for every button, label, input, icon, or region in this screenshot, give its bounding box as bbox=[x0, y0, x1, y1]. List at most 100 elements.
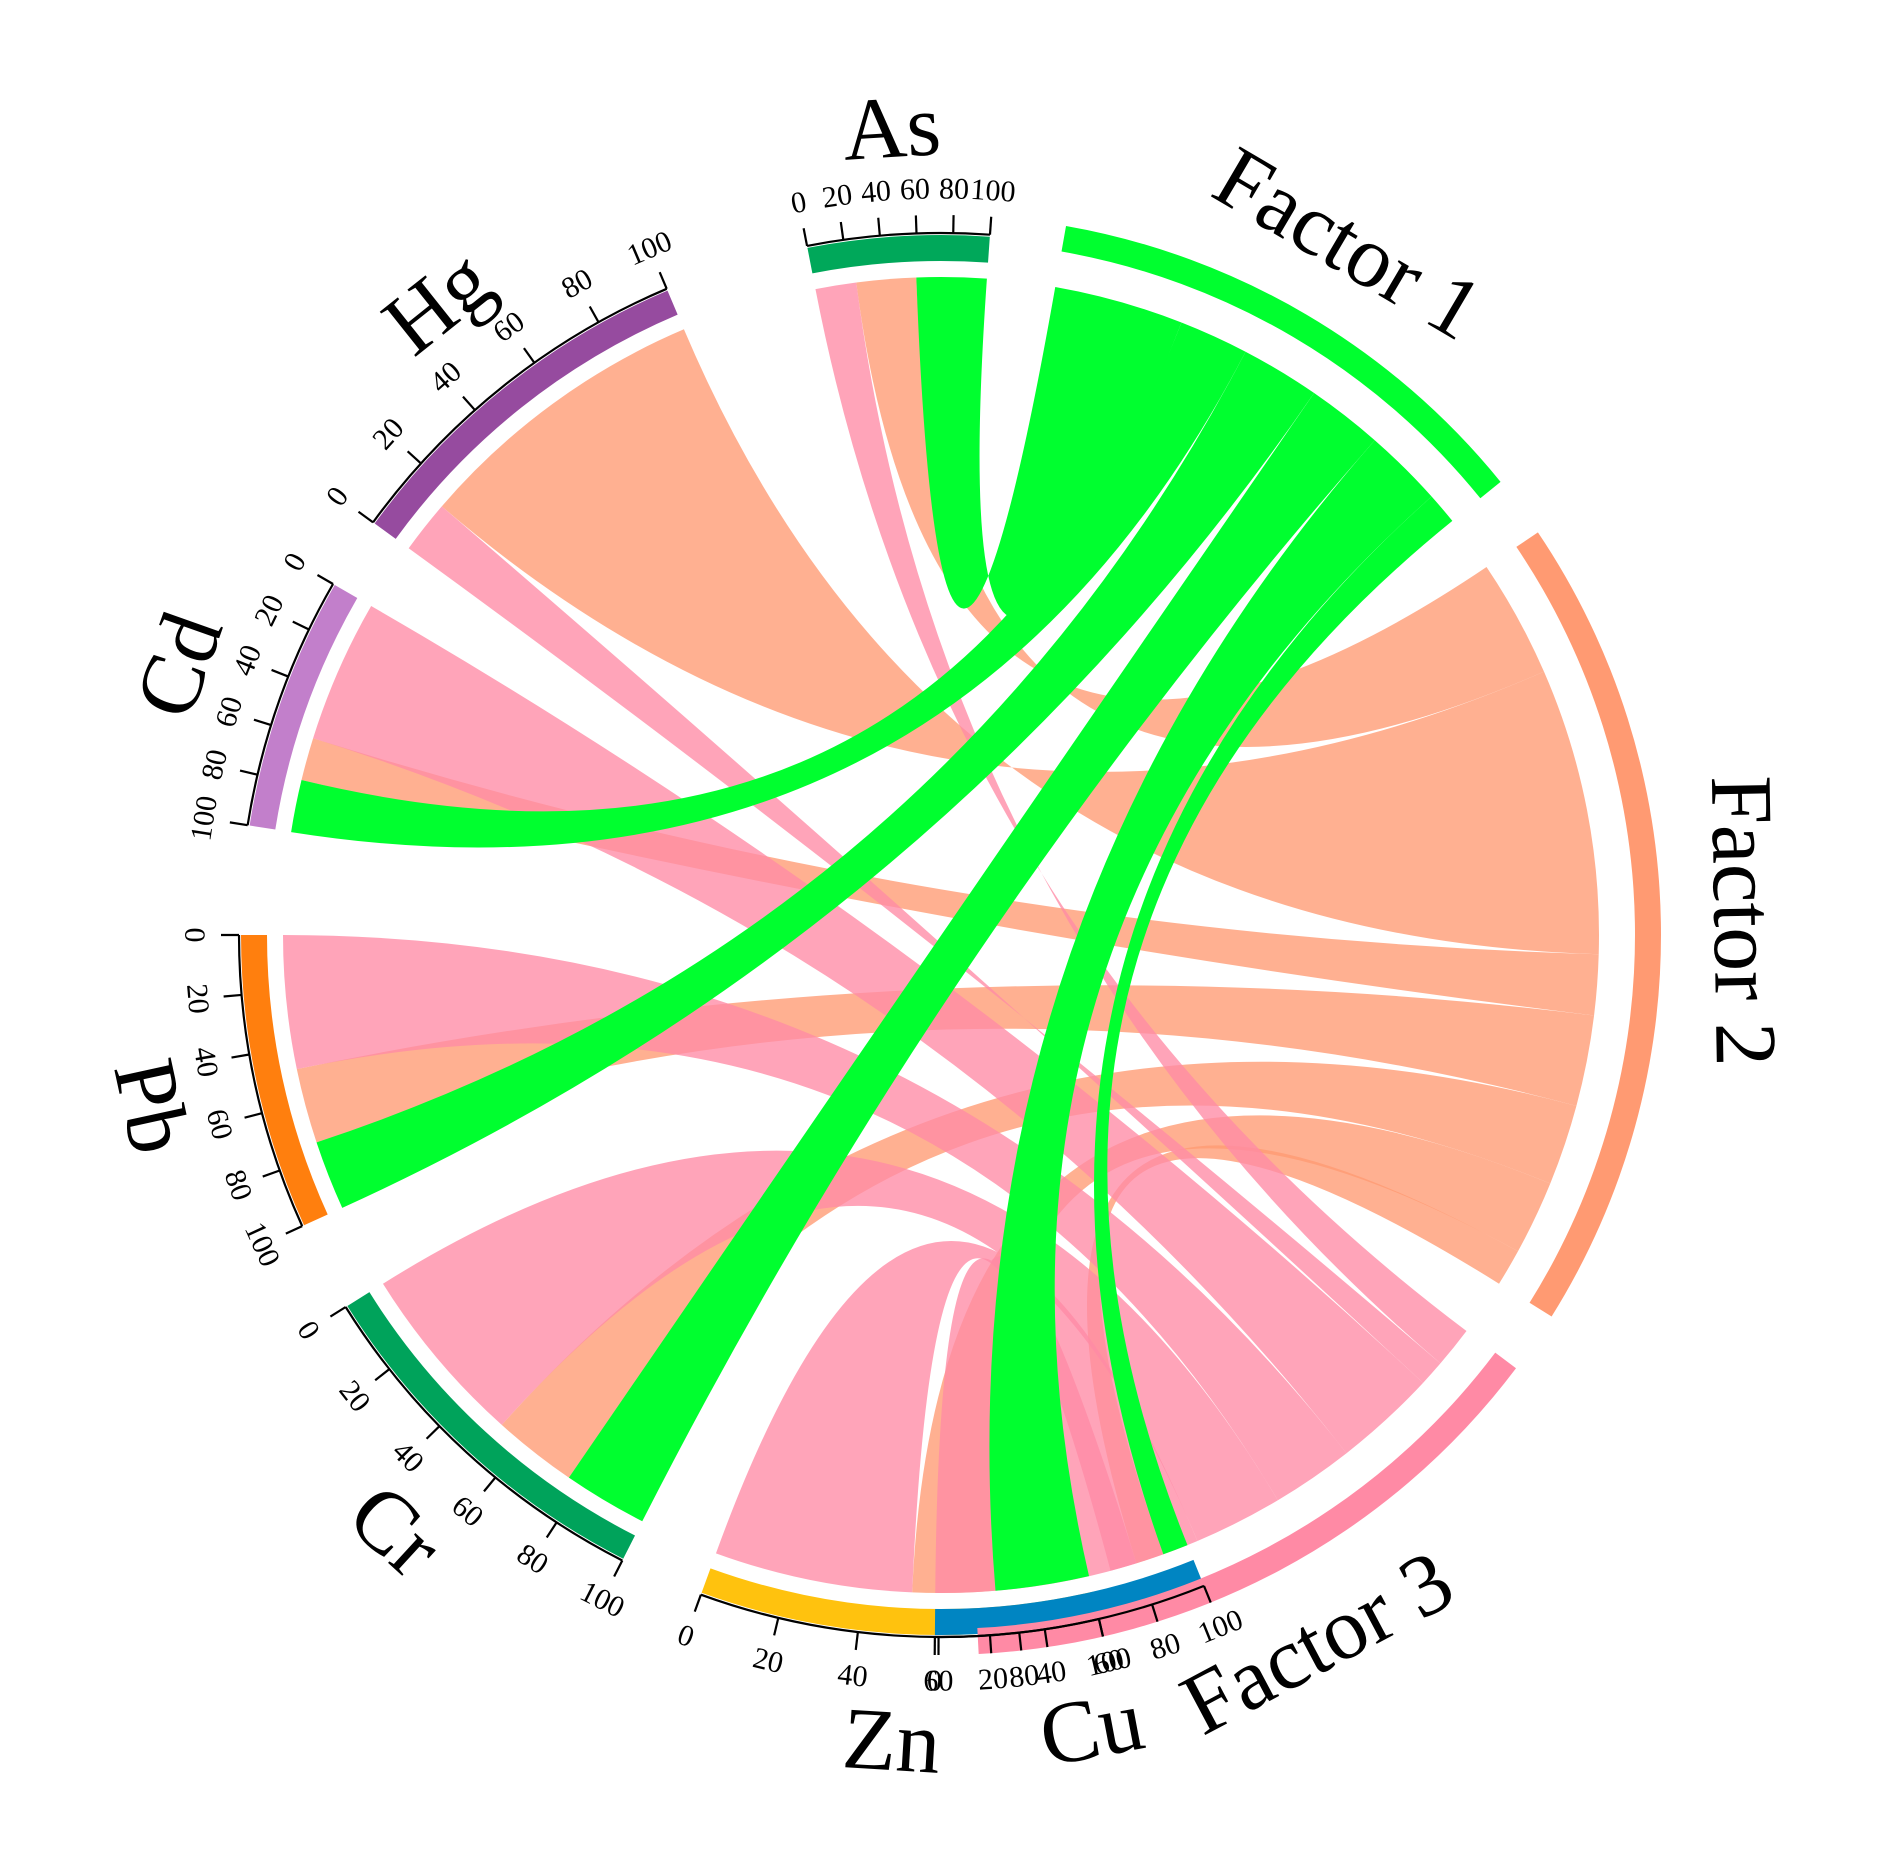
tick-mark-cd-20 bbox=[292, 620, 310, 631]
tick-label-cr-0: 0 bbox=[290, 1315, 326, 1345]
tick-label-pb-100: 100 bbox=[238, 1217, 287, 1272]
arc-cu bbox=[934, 1559, 1204, 1635]
tick-mark-cu-40 bbox=[1043, 1629, 1049, 1648]
tick-mark-cu-80 bbox=[1151, 1604, 1159, 1623]
tick-mark-cr-20 bbox=[374, 1368, 391, 1382]
tick-label-zn-40: 40 bbox=[836, 1658, 870, 1694]
tick-label-cr-100: 100 bbox=[575, 1575, 630, 1625]
axis-line-cd bbox=[246, 583, 335, 826]
tick-label-cd-80: 80 bbox=[195, 746, 234, 783]
tick-mark-pb-80 bbox=[262, 1169, 281, 1178]
tick-mark-cd-100 bbox=[229, 821, 248, 827]
tick-mark-cd-0 bbox=[316, 574, 334, 585]
tick-mark-as-40 bbox=[877, 217, 881, 236]
tick-label-hg-0: 0 bbox=[320, 481, 356, 513]
tick-label-zn-20: 20 bbox=[750, 1641, 787, 1680]
tick-label-pb-0: 0 bbox=[179, 928, 212, 943]
tick-mark-zn-80 bbox=[1018, 1632, 1023, 1651]
tick-label-cu-80: 80 bbox=[1146, 1626, 1185, 1666]
tick-mark-cd-80 bbox=[239, 769, 258, 776]
tick-mark-pb-20 bbox=[223, 993, 242, 998]
ribbon-hg-factor-3 bbox=[408, 506, 1441, 1383]
ribbon-zn-factor-3 bbox=[715, 1241, 1198, 1593]
tick-mark-hg-100 bbox=[658, 271, 668, 290]
label-zn: Zn bbox=[840, 1690, 944, 1793]
tick-label-as-100: 100 bbox=[969, 173, 1016, 209]
tick-label-hg-80: 80 bbox=[556, 262, 598, 305]
ribbon-as-factor-1 bbox=[916, 276, 1182, 619]
arc-pb bbox=[241, 935, 328, 1226]
tick-mark-pb-100 bbox=[285, 1225, 303, 1235]
tick-label-hg-20: 20 bbox=[366, 412, 411, 456]
tick-mark-cu-60 bbox=[1097, 1618, 1105, 1637]
tick-label-cu-0: 0 bbox=[927, 1664, 942, 1697]
label-hg: Hg bbox=[366, 231, 511, 374]
arc-factor-2 bbox=[1516, 532, 1661, 1317]
tick-mark-cr-0 bbox=[329, 1306, 347, 1318]
tick-label-cd-0: 0 bbox=[277, 547, 313, 576]
ribbons bbox=[283, 276, 1600, 1594]
label-cu: Cu bbox=[1032, 1672, 1151, 1786]
tick-label-zn-80: 80 bbox=[1007, 1658, 1040, 1694]
tick-label-pb-20: 20 bbox=[180, 982, 215, 1015]
ribbon-cd-factor-2 bbox=[301, 738, 1599, 1016]
arc-as bbox=[807, 235, 990, 274]
tick-label-as-40: 40 bbox=[860, 174, 893, 209]
tick-mark-hg-40 bbox=[462, 395, 476, 411]
tick-mark-as-100 bbox=[988, 216, 993, 235]
axis-line-cu bbox=[934, 1584, 1205, 1639]
tick-mark-cr-80 bbox=[545, 1521, 558, 1539]
label-cr: Cr bbox=[330, 1465, 460, 1596]
tick-mark-hg-60 bbox=[523, 347, 536, 364]
tick-label-hg-100: 100 bbox=[622, 224, 676, 272]
tick-label-zn-60: 60 bbox=[923, 1664, 953, 1697]
tick-label-as-20: 20 bbox=[820, 178, 854, 215]
tick-mark-cr-40 bbox=[425, 1425, 441, 1440]
tick-mark-cd-40 bbox=[271, 668, 289, 678]
ribbon-pb-factor-3 bbox=[283, 935, 1347, 1501]
tick-mark-cr-100 bbox=[613, 1559, 624, 1578]
arc-cd bbox=[249, 585, 358, 830]
tick-mark-pb-40 bbox=[231, 1053, 250, 1059]
axis-line-pb bbox=[237, 934, 304, 1227]
tick-mark-cr-60 bbox=[483, 1476, 497, 1493]
tick-label-zn-0: 0 bbox=[673, 1618, 698, 1654]
tick-label-cd-20: 20 bbox=[248, 590, 291, 631]
ribbon-cd-factor-1 bbox=[291, 322, 1246, 848]
tick-label-pb-80: 80 bbox=[218, 1166, 259, 1205]
axis-line-cr bbox=[344, 1306, 623, 1562]
tick-mark-hg-0 bbox=[357, 510, 374, 524]
tick-label-cr-80: 80 bbox=[511, 1537, 554, 1581]
tick-label-as-0: 0 bbox=[788, 185, 809, 220]
tick-mark-pb-60 bbox=[244, 1112, 263, 1119]
arc-hg bbox=[374, 290, 678, 539]
tick-label-as-80: 80 bbox=[939, 172, 970, 206]
axis-line-hg bbox=[372, 287, 668, 524]
arc-factor-3 bbox=[977, 1352, 1517, 1655]
ribbon-pb-factor-1 bbox=[316, 351, 1315, 1208]
tick-label-as-60: 60 bbox=[899, 172, 930, 206]
arc-factor-1 bbox=[1061, 225, 1501, 499]
tick-mark-hg-80 bbox=[588, 305, 600, 323]
tick-mark-zn-20 bbox=[773, 1617, 780, 1636]
label-factor-2: Factor 2 bbox=[1692, 775, 1794, 1067]
tick-mark-as-20 bbox=[839, 221, 845, 240]
tick-label-cu-60: 60 bbox=[1090, 1642, 1127, 1681]
tick-label-cu-40: 40 bbox=[1034, 1654, 1069, 1691]
tick-mark-cd-60 bbox=[253, 718, 272, 727]
label-as: As bbox=[840, 77, 944, 180]
tick-mark-as-0 bbox=[802, 228, 809, 247]
ribbon-zn-factor-1 bbox=[989, 440, 1432, 1591]
tick-label-cu-20: 20 bbox=[977, 1662, 1009, 1697]
ribbon-cr-factor-1 bbox=[568, 393, 1375, 1522]
tick-mark-hg-20 bbox=[406, 450, 422, 465]
label-pb: Pb bbox=[94, 1051, 209, 1162]
arcs bbox=[241, 225, 1661, 1655]
tick-label-cd-100: 100 bbox=[184, 793, 224, 843]
label-factor-1: Factor 1 bbox=[1198, 128, 1498, 359]
tick-mark-as-60 bbox=[914, 215, 918, 234]
ribbon-hg-factor-2 bbox=[441, 329, 1600, 955]
tick-mark-cu-100 bbox=[1202, 1585, 1212, 1603]
arc-cr bbox=[347, 1292, 636, 1559]
